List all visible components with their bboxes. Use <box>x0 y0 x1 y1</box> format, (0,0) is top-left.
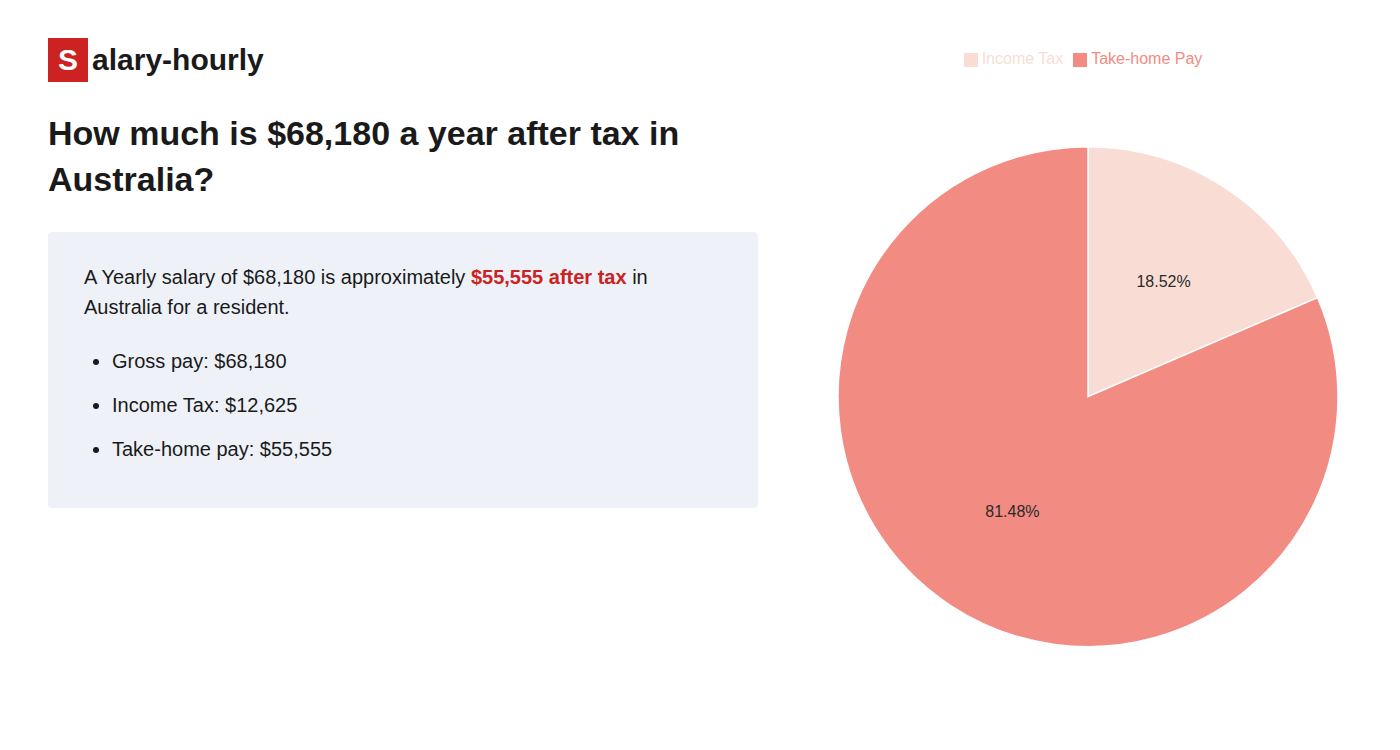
html-text:Take-home pay: $55,555: Take-home pay: $55,555 <box>112 438 333 460</box>
html-text:How much is $68,180 a year aft: How much is $68,180 a year after tax in … <box>48 114 680 198</box>
html-text:S: S <box>58 43 78 76</box>
html-text:alary-hourly: alary-hourly <box>92 43 264 76</box>
svg-text:18.52%: 18.52% <box>1136 273 1190 290</box>
html-text:A Yearly salary of $68,180 is: A Yearly salary of $68,180 is approximat… <box>84 266 648 288</box>
html-text:Take-home Pay: Take-home Pay <box>1091 50 1203 67</box>
html-text:Gross pay: $68,180: Gross pay: $68,180 <box>112 350 287 372</box>
html-text:Income Tax: $12,625: Income Tax: $12,625 <box>112 394 298 416</box>
html-text:Australia for a resident.: Australia for a resident. <box>84 296 290 318</box>
svg-text:81.48%: 81.48% <box>985 503 1039 520</box>
html-text:Income Tax: Income Tax <box>981 50 1064 67</box>
